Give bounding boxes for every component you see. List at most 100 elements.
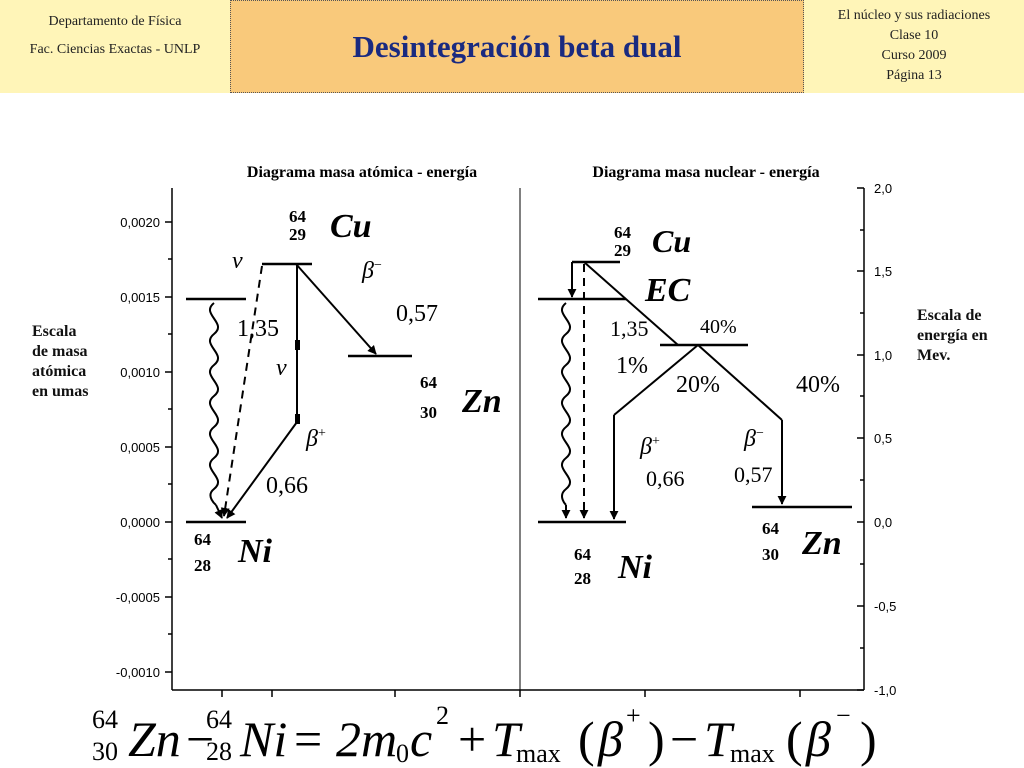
energy-tick-label: 0,5 xyxy=(874,431,892,446)
beta-minus-label-atomic: β− xyxy=(361,258,382,284)
course-topic-label: El núcleo y sus radiaciones xyxy=(837,8,991,23)
cu-atomic-number-nuclear: 29 xyxy=(614,241,631,260)
eq-ni-z: 28 xyxy=(206,737,232,766)
right-panel-title: Diagrama masa nuclear - energía xyxy=(592,164,819,181)
eq-t2: T xyxy=(704,711,735,767)
cu-symbol-nuclear: Cu xyxy=(652,223,691,259)
eq-minus2: − xyxy=(670,711,698,767)
class-label: Clase 10 xyxy=(889,28,939,43)
beta-minus-slope-nuclear xyxy=(697,344,783,421)
cu-atomic-number: 29 xyxy=(289,225,306,244)
beta-plus-marker xyxy=(295,340,300,350)
mass-tick-label: -0,0005 xyxy=(116,590,160,605)
beta-minus-energy-atomic: 0,57 xyxy=(396,301,438,327)
department-label: Departamento de Física xyxy=(48,14,182,29)
beta-plus-energy-atomic: 0,66 xyxy=(266,473,308,499)
gamma-energy-nuclear: 1,35 xyxy=(610,316,649,341)
eq-zn: Zn xyxy=(128,711,181,767)
beta-plus-label-atomic: β+ xyxy=(305,426,326,452)
ni-atomic-number: 28 xyxy=(194,556,211,575)
eq-t2-subscript: max xyxy=(730,739,775,768)
header-right-panel: El núcleo y sus radiaciones Clase 10 Cur… xyxy=(804,0,1024,93)
zn-atomic-number: 30 xyxy=(420,403,437,422)
beta-plus-energy-nuclear: 0,66 xyxy=(646,466,685,491)
beta-minus-branch-percent: 40% xyxy=(796,372,840,398)
energy-tick-label: 1,0 xyxy=(874,348,892,363)
mass-scale-label: Escala de masa atómica en umas xyxy=(32,322,88,402)
eq-ni: Ni xyxy=(239,711,287,767)
eq-c-exponent: 2 xyxy=(436,701,449,730)
eq-2m: 2m xyxy=(336,711,397,767)
eq-paren1-open: ( xyxy=(578,711,595,767)
mass-scale-line: de masa xyxy=(32,343,88,360)
eq-paren1-close: ) xyxy=(648,711,665,767)
energy-scale-line: energía en xyxy=(917,327,988,344)
mass-tick-label: 0,0020 xyxy=(120,215,160,230)
beta-plus-arrow-atomic xyxy=(226,421,298,519)
mass-scale-line: atómica xyxy=(32,363,87,380)
gamma-arrow-atomic xyxy=(214,504,223,519)
faculty-label: Fac. Ciencias Exactas - UNLP xyxy=(29,42,201,57)
zn-symbol-nuclear: Zn xyxy=(801,525,842,562)
zn-symbol-atomic: Zn xyxy=(461,383,502,420)
eq-zn-z: 30 xyxy=(92,737,118,766)
slide-title: Desintegración beta dual xyxy=(352,29,682,64)
beta-minus-arrow-atomic xyxy=(295,263,377,355)
ni-symbol-nuclear: Ni xyxy=(617,549,653,586)
mass-difference-equation: 64 30 Zn − 64 28 Ni = 2m 0 c 2 + T max (… xyxy=(92,701,877,768)
eq-beta1-sign: + xyxy=(626,701,641,730)
eq-t1: T xyxy=(492,711,523,767)
energy-scale-label: Escala de energía en Mev. xyxy=(917,306,988,366)
cu-mass-number-nuclear: 64 xyxy=(614,223,632,242)
eq-beta2: β xyxy=(805,711,831,767)
energy-scale-line: Mev. xyxy=(917,347,951,364)
cu-mass-number: 64 xyxy=(289,207,307,226)
eq-t1-subscript: max xyxy=(516,739,561,768)
course-year-label: Curso 2009 xyxy=(881,48,947,63)
ec-dashed-arrow-atomic xyxy=(220,265,263,517)
left-panel-title: Diagrama masa atómica - energía xyxy=(247,164,477,181)
mass-tick-label: 0,0010 xyxy=(120,365,160,380)
gamma-energy-atomic: 1,35 xyxy=(237,316,279,342)
energy-tick-label: 0,0 xyxy=(874,515,892,530)
ec-label: EC xyxy=(644,272,691,309)
ni-atomic-number-nuclear: 28 xyxy=(574,569,591,588)
header-title-panel: Desintegración beta dual xyxy=(230,0,804,93)
eq-c: c xyxy=(410,711,432,767)
ec-branch-percent: 1% xyxy=(616,353,648,379)
energy-tick-label: -0,5 xyxy=(874,599,896,614)
eq-paren2-close: ) xyxy=(860,711,877,767)
eq-equals: = xyxy=(294,711,322,767)
mass-tick-label: 0,0000 xyxy=(120,515,160,530)
gamma-wave-atomic xyxy=(208,302,220,506)
eq-zn-mass: 64 xyxy=(92,705,118,734)
eq-paren2-open: ( xyxy=(786,711,803,767)
eq-minus: − xyxy=(186,711,214,767)
energy-tick-label: -1,0 xyxy=(874,683,896,698)
eq-plus: + xyxy=(458,711,486,767)
gamma-wave-nuclear xyxy=(560,302,572,506)
ec-reference-percent: 40% xyxy=(700,316,737,338)
energy-scale-line: Escala de xyxy=(917,307,982,324)
cu-symbol-atomic: Cu xyxy=(330,208,372,245)
neutrino-label-top: ν xyxy=(232,248,243,274)
header-left-panel: Departamento de Física Fac. Ciencias Exa… xyxy=(0,0,230,93)
eq-beta1: β xyxy=(597,711,623,767)
mass-tick-label: 0,0005 xyxy=(120,440,160,455)
ni-mass-number: 64 xyxy=(194,530,212,549)
beta-plus-marker xyxy=(295,414,300,424)
mass-scale-line: Escala xyxy=(32,323,77,340)
mass-tick-label: -0,0010 xyxy=(116,665,160,680)
ni-mass-number-nuclear: 64 xyxy=(574,545,592,564)
eq-ni-mass: 64 xyxy=(206,705,232,734)
zn-mass-number-nuclear: 64 xyxy=(762,519,780,538)
eq-beta2-sign: − xyxy=(836,701,851,730)
beta-plus-branch-percent: 20% xyxy=(676,372,720,398)
eq-m-subscript: 0 xyxy=(396,739,409,768)
ni-symbol-atomic: Ni xyxy=(237,533,273,570)
beta-plus-slope-nuclear xyxy=(613,344,699,416)
energy-tick-label: 2,0 xyxy=(874,181,892,196)
mass-scale-line: en umas xyxy=(32,383,89,400)
beta-plus-label-nuclear: β+ xyxy=(639,434,660,460)
